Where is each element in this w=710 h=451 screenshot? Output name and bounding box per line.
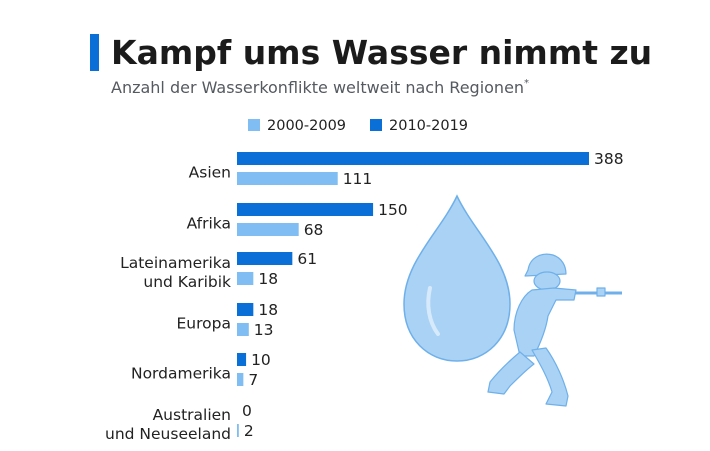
category-label: Lateinamerika und Karibik bbox=[120, 254, 231, 291]
bar-2010-2019 bbox=[237, 252, 293, 265]
bar-2000-2009 bbox=[237, 424, 239, 437]
value-label: 7 bbox=[248, 371, 258, 389]
value-label: 13 bbox=[254, 321, 274, 339]
value-label: 18 bbox=[258, 270, 278, 288]
category-label: Nordamerika bbox=[131, 365, 231, 383]
category-label: Asien bbox=[189, 164, 231, 182]
soldier-icon bbox=[487, 253, 622, 407]
category-label: Afrika bbox=[187, 215, 231, 233]
bar-2010-2019 bbox=[237, 152, 589, 165]
bar-2010-2019 bbox=[237, 303, 254, 316]
bar-2000-2009 bbox=[237, 223, 299, 236]
value-label: 61 bbox=[297, 250, 317, 268]
bar-2000-2009 bbox=[237, 272, 254, 285]
value-label: 18 bbox=[258, 301, 278, 319]
legend-swatch-2010-2019 bbox=[370, 119, 382, 131]
value-label: 150 bbox=[378, 201, 408, 219]
value-label: 388 bbox=[594, 150, 624, 168]
legend-label-2000-2009: 2000-2009 bbox=[267, 118, 346, 134]
bar-2010-2019 bbox=[237, 203, 374, 216]
title-accent-bar bbox=[90, 34, 99, 71]
category-label: Australien und Neuseeland bbox=[105, 406, 231, 443]
value-label: 0 bbox=[242, 402, 252, 420]
bars-layer: Asien 388 111 Afrika 150 68 Lateinamerika und K… bbox=[105, 150, 624, 443]
chart-subtitle: Anzahl der Wasserkonflikte weltweit nach… bbox=[111, 78, 529, 97]
chart-title: Kampf ums Wasser nimmt zu bbox=[111, 33, 652, 72]
legend: 2000-2009 2010-2019 bbox=[248, 118, 468, 134]
value-label: 2 bbox=[244, 422, 254, 440]
bar-2000-2009 bbox=[237, 323, 249, 336]
water-drop-icon bbox=[403, 194, 511, 362]
bar-2000-2009 bbox=[237, 373, 244, 386]
value-label: 111 bbox=[343, 170, 373, 188]
legend-swatch-2000-2009 bbox=[248, 119, 260, 131]
bar-2010-2019 bbox=[237, 353, 247, 366]
bar-2000-2009 bbox=[237, 172, 338, 185]
legend-label-2010-2019: 2010-2019 bbox=[389, 118, 468, 134]
value-label: 10 bbox=[251, 351, 271, 369]
value-label: 68 bbox=[304, 221, 324, 239]
category-label: Europa bbox=[177, 315, 231, 333]
